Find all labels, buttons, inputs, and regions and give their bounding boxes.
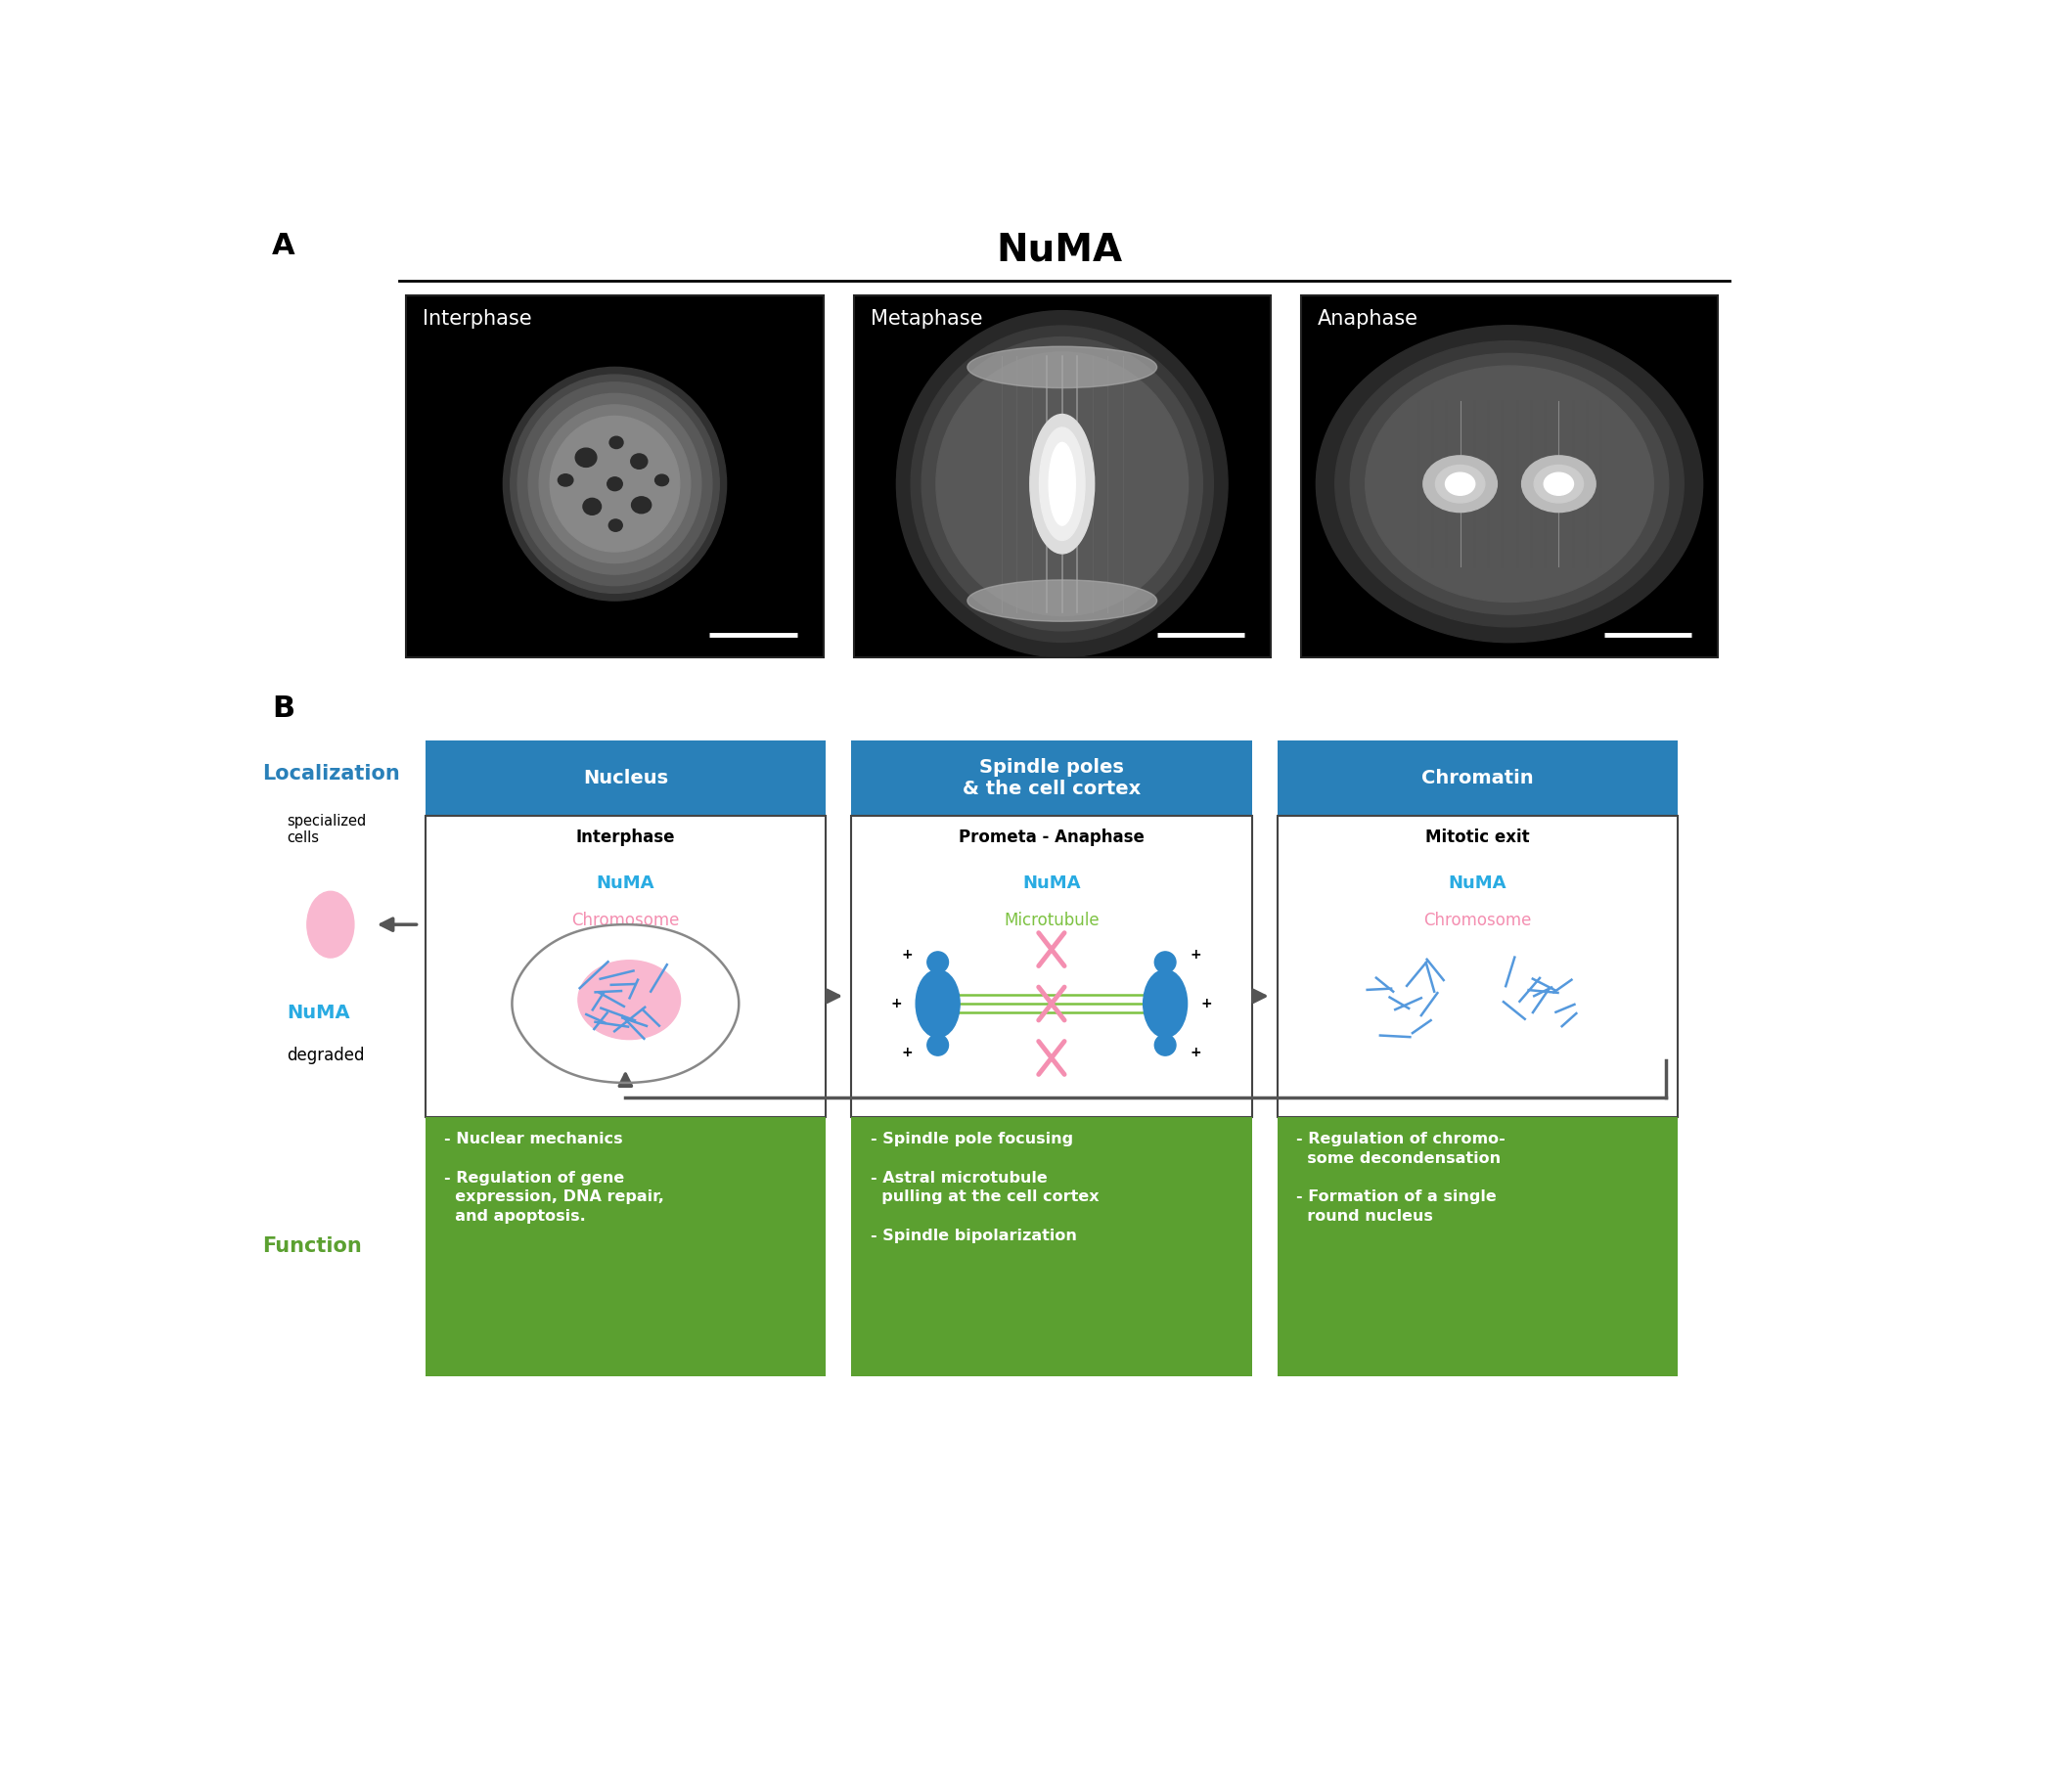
Ellipse shape (583, 498, 602, 514)
Ellipse shape (910, 326, 1214, 642)
Ellipse shape (937, 351, 1189, 616)
Text: Mitotic exit: Mitotic exit (1425, 830, 1530, 846)
Ellipse shape (579, 961, 680, 1039)
Text: Localization: Localization (263, 763, 399, 783)
Ellipse shape (895, 310, 1228, 658)
Text: NuMA: NuMA (997, 231, 1123, 269)
Ellipse shape (656, 475, 668, 486)
Text: Nucleus: Nucleus (583, 769, 668, 787)
Ellipse shape (511, 375, 720, 593)
Text: NuMA: NuMA (596, 874, 656, 892)
Text: Chromosome: Chromosome (571, 912, 680, 930)
Bar (852, 1116, 1251, 1376)
Ellipse shape (916, 969, 960, 1038)
Bar (1278, 815, 1677, 1116)
Bar (405, 296, 823, 658)
Text: B: B (273, 695, 296, 724)
Ellipse shape (1144, 969, 1187, 1038)
Text: Metaphase: Metaphase (871, 310, 982, 328)
Bar (1301, 296, 1719, 658)
Ellipse shape (1534, 466, 1584, 504)
Bar (854, 296, 1270, 658)
Text: NuMA: NuMA (287, 1004, 349, 1021)
Bar (426, 740, 825, 815)
Text: Microtubule: Microtubule (1003, 912, 1100, 930)
Ellipse shape (558, 475, 573, 486)
Text: Prometa - Anaphase: Prometa - Anaphase (960, 830, 1144, 846)
Ellipse shape (922, 337, 1204, 631)
Text: specialized
cells: specialized cells (287, 814, 366, 846)
Text: degraded: degraded (287, 1047, 364, 1064)
Text: - Regulation of chromo-
  some decondensation

- Formation of a single
  round n: - Regulation of chromo- some decondensat… (1297, 1133, 1506, 1224)
Text: Spindle poles
& the cell cortex: Spindle poles & the cell cortex (962, 758, 1142, 797)
Text: Interphase: Interphase (424, 310, 531, 328)
Text: +: + (1189, 1047, 1202, 1059)
Ellipse shape (575, 448, 598, 468)
Ellipse shape (1350, 353, 1669, 615)
Text: Anaphase: Anaphase (1317, 310, 1419, 328)
Text: +: + (891, 996, 902, 1011)
Ellipse shape (306, 891, 354, 957)
Text: +: + (1189, 948, 1202, 962)
Text: NuMA: NuMA (1022, 874, 1082, 892)
Ellipse shape (1423, 455, 1497, 513)
Bar (1278, 1116, 1677, 1376)
Ellipse shape (1336, 340, 1683, 627)
Ellipse shape (1040, 428, 1086, 541)
Ellipse shape (610, 437, 622, 448)
Bar (1278, 740, 1677, 815)
Ellipse shape (1154, 952, 1177, 973)
Text: +: + (902, 1047, 914, 1059)
Ellipse shape (503, 367, 726, 600)
Ellipse shape (926, 1034, 949, 1055)
Ellipse shape (1435, 466, 1485, 504)
Ellipse shape (1048, 443, 1075, 525)
Ellipse shape (1365, 366, 1654, 602)
Text: +: + (1202, 996, 1212, 1011)
Ellipse shape (608, 477, 622, 491)
Ellipse shape (529, 394, 701, 573)
Ellipse shape (1446, 473, 1474, 495)
Text: Chromosome: Chromosome (1423, 912, 1532, 930)
Text: Function: Function (263, 1236, 362, 1256)
Bar (852, 740, 1251, 815)
Text: - Spindle pole focusing

- Astral microtubule
  pulling at the cell cortex

- Sp: - Spindle pole focusing - Astral microtu… (871, 1133, 1098, 1244)
Ellipse shape (540, 405, 691, 563)
Text: A: A (273, 231, 296, 260)
Bar (426, 815, 825, 1116)
Ellipse shape (968, 346, 1156, 387)
Ellipse shape (631, 496, 651, 513)
Ellipse shape (1522, 455, 1596, 513)
Text: +: + (902, 948, 914, 962)
Ellipse shape (926, 952, 949, 973)
Text: NuMA: NuMA (1448, 874, 1508, 892)
Text: Chromatin: Chromatin (1421, 769, 1534, 787)
Bar (852, 815, 1251, 1116)
Text: - Nuclear mechanics

- Regulation of gene
  expression, DNA repair,
  and apopto: - Nuclear mechanics - Regulation of gene… (445, 1133, 664, 1224)
Ellipse shape (550, 416, 680, 552)
Text: Interphase: Interphase (575, 830, 674, 846)
Ellipse shape (968, 581, 1156, 622)
Ellipse shape (608, 520, 622, 532)
Ellipse shape (1154, 1034, 1177, 1055)
Ellipse shape (631, 453, 647, 470)
Bar (426, 1116, 825, 1376)
Ellipse shape (517, 382, 711, 586)
Ellipse shape (1030, 414, 1094, 554)
Ellipse shape (1545, 473, 1574, 495)
Ellipse shape (1315, 326, 1702, 642)
